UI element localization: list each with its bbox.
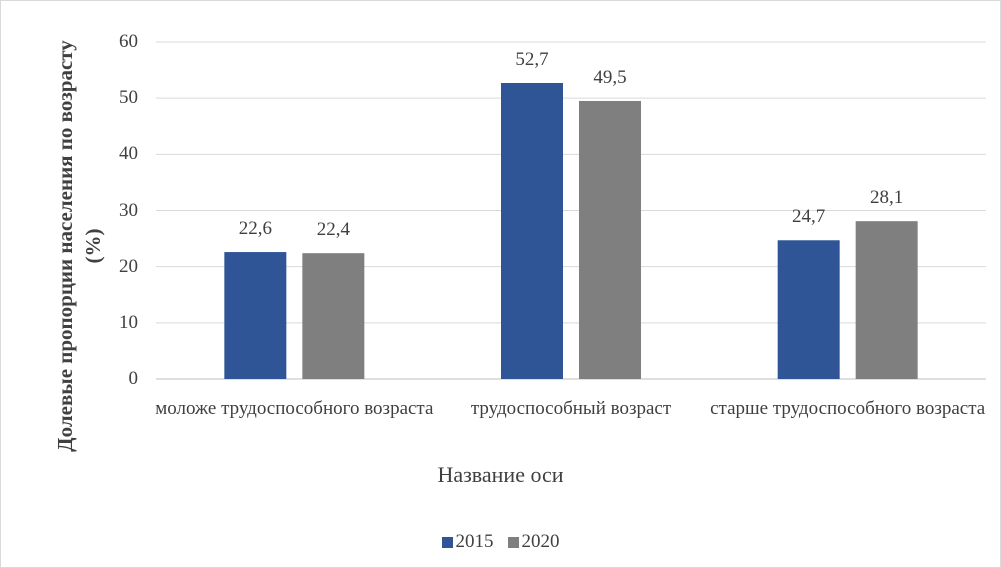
bar bbox=[855, 221, 918, 379]
legend-label: 2020 bbox=[521, 531, 560, 552]
value-label: 22,6 bbox=[238, 218, 272, 240]
x-tick-label: моложе трудоспособного возраста bbox=[155, 398, 434, 419]
legend-item: 2020 bbox=[507, 531, 560, 553]
bar bbox=[579, 100, 641, 379]
bar bbox=[501, 83, 563, 380]
value-label: 52,7 bbox=[515, 49, 549, 70]
y-tick-label: 40 bbox=[119, 143, 138, 165]
legend-item: 2015 bbox=[441, 531, 494, 553]
bar bbox=[777, 240, 840, 379]
y-tick-label: 0 bbox=[128, 368, 139, 389]
x-tick-label: трудоспособный возраст bbox=[470, 398, 672, 419]
bar bbox=[224, 252, 287, 379]
legend-label: 2015 bbox=[455, 531, 494, 552]
y-tick-label: 50 bbox=[119, 87, 138, 109]
bar bbox=[302, 253, 365, 379]
x-tick-label: старше трудоспособного возраста bbox=[710, 398, 986, 419]
value-label: 28,1 bbox=[870, 187, 904, 209]
value-label: 22,4 bbox=[316, 219, 350, 241]
x-axis-title: Название оси bbox=[437, 462, 564, 487]
legend-swatch bbox=[507, 536, 519, 548]
y-tick-label: 20 bbox=[119, 255, 138, 277]
value-label: 24,7 bbox=[792, 206, 826, 228]
legend: 2015 2020 bbox=[1, 531, 1000, 553]
y-axis-title: Долевые пропорции населения по возрасту … bbox=[53, 40, 105, 452]
y-tick-label: 60 bbox=[119, 31, 138, 52]
legend-swatch bbox=[441, 536, 453, 548]
y-tick-label: 10 bbox=[119, 311, 138, 333]
y-tick-label: 30 bbox=[119, 199, 138, 221]
value-label: 49,5 bbox=[593, 66, 627, 88]
